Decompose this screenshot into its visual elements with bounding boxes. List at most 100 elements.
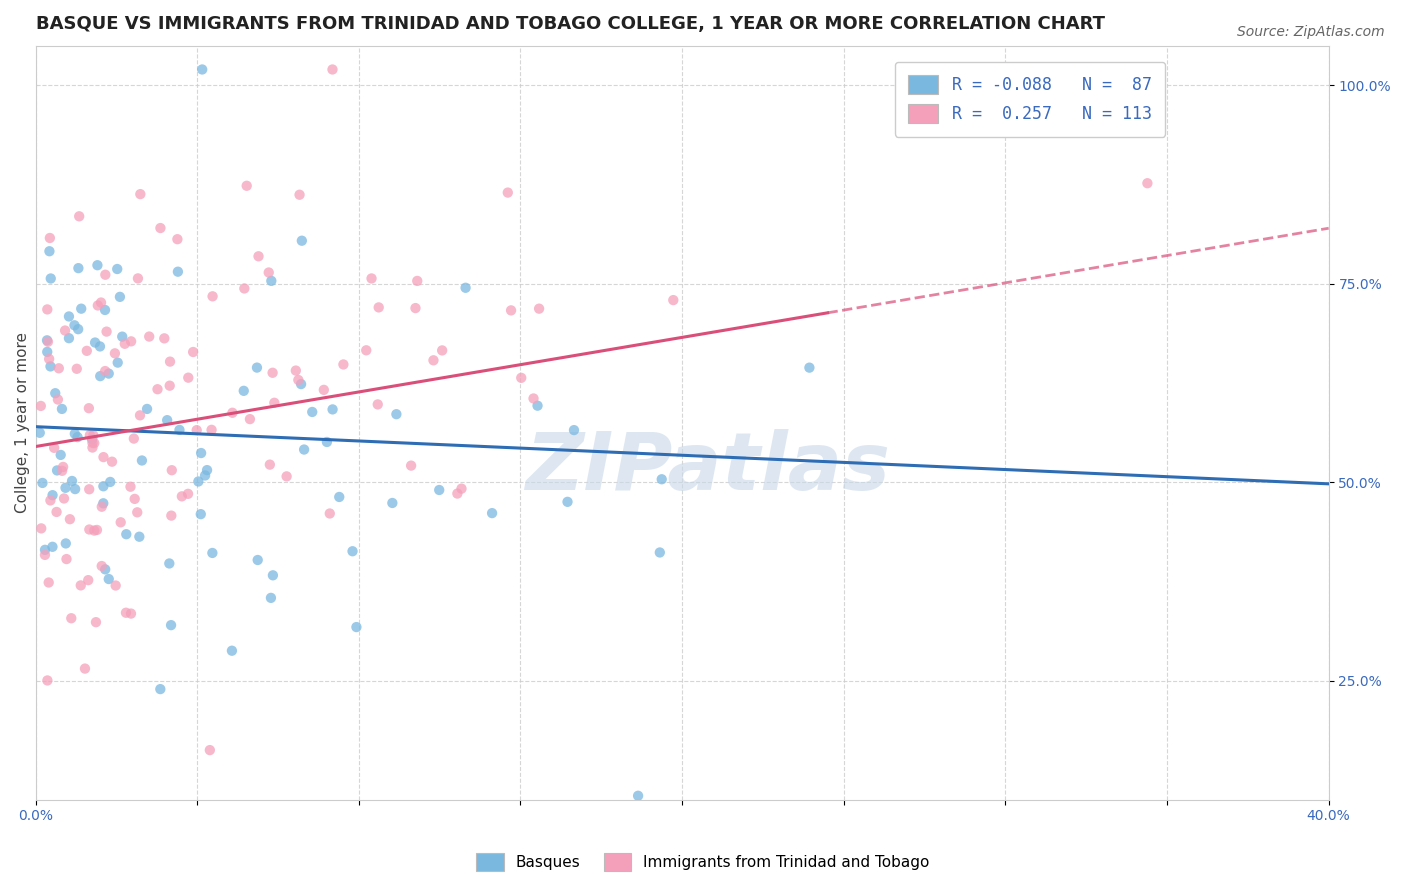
Point [39,359,62,374]
Point [73,662,96,676]
Point [129,187,152,202]
Point [233,281,256,295]
Point [406,274,429,288]
Point [201,289,224,303]
Point [58,310,80,324]
Point [41,540,63,554]
Point [38,231,60,245]
Point [127,505,149,519]
Legend: Basques, Immigrants from Trinidad and Tobago: Basques, Immigrants from Trinidad and To… [470,847,936,877]
Point [190,446,212,460]
Point [221,406,243,420]
Point [138,329,160,343]
Point [30,521,52,535]
Point [89,339,111,353]
Point [160,508,183,523]
Point [246,553,269,567]
Point [262,366,284,380]
Point [288,187,311,202]
Point [198,743,221,757]
Point [239,412,262,426]
Point [58,331,80,345]
Point [1136,176,1159,190]
Point [276,469,298,483]
Point [177,370,200,384]
Point [45,505,67,519]
Text: BASQUE VS IMMIGRANTS FROM TRINIDAD AND TOBAGO COLLEGE, 1 YEAR OR MORE CORRELATIO: BASQUE VS IMMIGRANTS FROM TRINIDAD AND T… [35,15,1105,33]
Point [651,472,673,486]
Point [90,559,112,574]
Point [90,500,112,514]
Point [405,301,427,315]
Point [194,468,217,483]
Point [260,274,283,288]
Point [450,482,472,496]
Point [510,371,533,385]
Point [83,436,105,450]
Point [60,474,83,488]
Point [342,544,364,558]
Point [319,507,342,521]
Point [94,302,117,317]
Point [235,178,257,193]
Point [191,62,214,77]
Point [159,378,181,392]
Point [41,488,63,502]
Point [31,475,53,490]
Point [446,486,468,500]
Point [104,346,127,360]
Point [648,545,671,559]
Point [59,512,82,526]
Point [115,527,138,541]
Point [63,426,86,441]
Point [381,496,404,510]
Point [76,343,98,358]
Text: Source: ZipAtlas.com: Source: ZipAtlas.com [1237,25,1385,39]
Point [454,281,477,295]
Point [67,261,90,276]
Point [91,496,114,510]
Text: ZIPatlas: ZIPatlas [526,429,890,507]
Point [799,360,821,375]
Point [67,322,90,336]
Point [38,575,60,590]
Point [195,463,218,477]
Point [128,530,150,544]
Point [79,428,101,442]
Point [354,343,377,358]
Point [44,441,66,455]
Point [82,436,104,450]
Point [77,573,100,587]
Point [93,450,115,464]
Point [177,487,200,501]
Point [63,482,86,496]
Point [156,413,179,427]
Point [200,423,222,437]
Point [77,401,100,416]
Point [86,258,108,272]
Point [360,271,382,285]
Point [93,479,115,493]
Point [34,548,56,562]
Point [53,324,76,338]
Point [63,318,86,333]
Point [35,334,58,348]
Point [82,441,104,455]
Point [70,301,93,316]
Point [60,611,83,625]
Point [522,392,544,406]
Point [84,335,107,350]
Point [34,542,56,557]
Point [51,401,73,416]
Point [53,491,76,506]
Point [37,673,59,688]
Point [79,523,101,537]
Point [39,271,62,285]
Point [44,386,66,401]
Point [66,430,89,444]
Point [107,356,129,370]
Point [427,483,450,497]
Point [55,552,77,566]
Point [316,434,339,449]
Point [246,360,269,375]
